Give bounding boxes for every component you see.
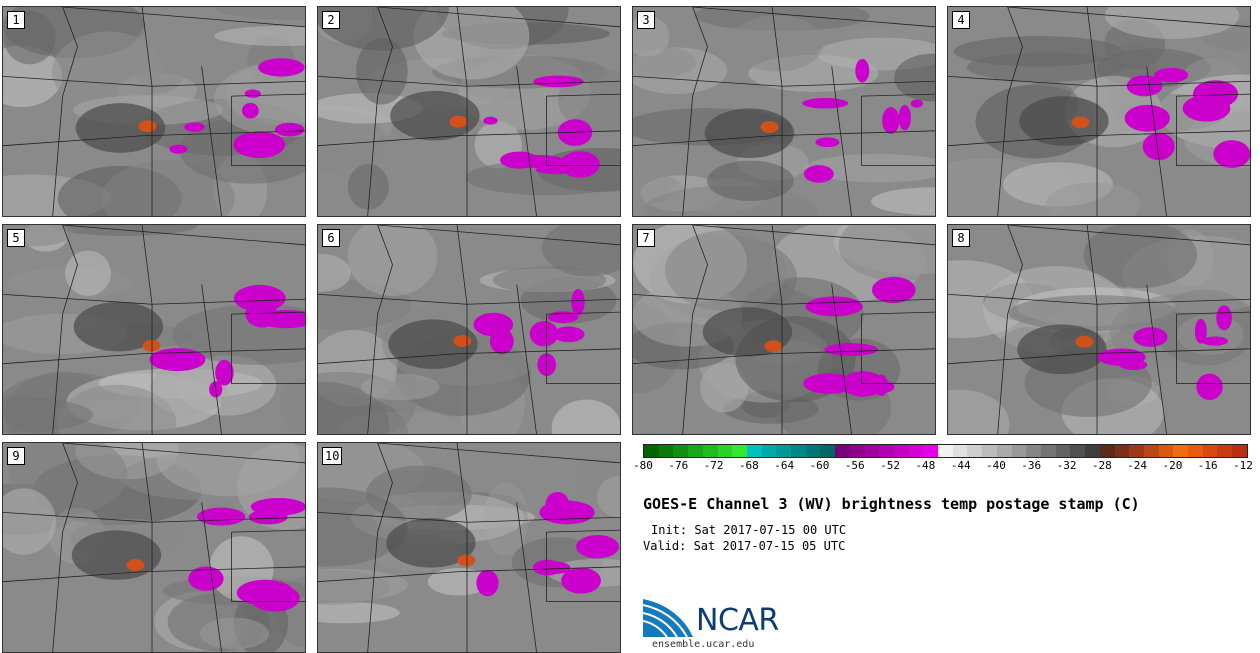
water-vapor-field <box>3 7 305 216</box>
colorbar-swatch <box>1188 445 1203 457</box>
colorbar-swatch <box>893 445 909 457</box>
water-vapor-field <box>318 443 620 652</box>
colorbar-swatch <box>1232 445 1247 457</box>
panel-number: 6 <box>322 229 340 247</box>
colorbar-swatch <box>982 445 997 457</box>
colorbar-tick-label: -72 <box>703 459 724 472</box>
colorbar-swatch <box>673 445 689 457</box>
colorbar-tick-label: -16 <box>1197 459 1218 472</box>
colorbar-swatch <box>791 445 806 457</box>
colorbar-swatch <box>1011 445 1027 457</box>
colorbar-tick-label: -28 <box>1091 459 1112 472</box>
colorbar-swatch <box>1217 445 1233 457</box>
colorbar-swatch <box>864 445 880 457</box>
panel-number: 8 <box>952 229 970 247</box>
colorbar-swatch <box>1026 445 1041 457</box>
panel-number: 10 <box>322 447 343 465</box>
colorbar-swatch <box>1143 445 1159 457</box>
figure-title: GOES-E Channel 3 (WV) brightness temp po… <box>643 495 1140 513</box>
water-vapor-field <box>3 443 305 652</box>
colorbar-tick-label: -52 <box>880 459 900 472</box>
colorbar-tick-label: -48 <box>915 459 936 472</box>
colorbar-swatch <box>996 445 1012 457</box>
colorbar-swatch <box>1158 445 1174 457</box>
map-panel-6: 6 <box>317 224 621 435</box>
colorbar-tick-label: -12 <box>1233 459 1253 472</box>
logo-url: ensemble.ucar.edu <box>652 639 755 650</box>
colorbar <box>643 444 1248 458</box>
colorbar-tick-label: -56 <box>844 459 865 472</box>
init-time: Init: Sat 2017-07-15 00 UTC <box>651 523 847 537</box>
map-panel-4: 4 <box>947 6 1251 217</box>
logo-text: NCAR <box>696 603 779 638</box>
colorbar-swatch <box>835 445 850 457</box>
colorbar-tick-labels: -80 -76 -72 -68 -64 -60 -56 -52 -48 -44 -40 -36 -32 -… <box>633 459 1253 475</box>
colorbar-swatch <box>967 445 983 457</box>
colorbar-tick-label: -40 <box>986 459 1006 472</box>
panel-number: 3 <box>637 11 655 29</box>
water-vapor-field <box>3 225 305 434</box>
panel-number: 4 <box>952 11 970 29</box>
colorbar-tick-label: -68 <box>738 459 759 472</box>
water-vapor-field <box>633 225 935 434</box>
colorbar-tick-label: -24 <box>1127 459 1148 472</box>
map-panel-3: 3 <box>632 6 936 217</box>
map-panel-9: 9 <box>2 442 306 653</box>
colorbar-swatch <box>1114 445 1130 457</box>
colorbar-tick-label: -64 <box>774 459 795 472</box>
colorbar-swatch <box>908 445 924 457</box>
colorbar-swatch <box>688 445 703 457</box>
water-vapor-field <box>633 7 935 216</box>
panel-number: 2 <box>322 11 340 29</box>
water-vapor-field <box>318 225 620 434</box>
map-panel-5: 5 <box>2 224 306 435</box>
colorbar-swatch <box>1055 445 1071 457</box>
map-panel-7: 7 <box>632 224 936 435</box>
colorbar-swatch <box>1085 445 1100 457</box>
colorbar-swatch <box>820 445 836 457</box>
colorbar-swatch <box>746 445 762 457</box>
map-panel-1: 1 <box>2 6 306 217</box>
colorbar-swatch <box>879 445 894 457</box>
colorbar-swatch <box>776 445 792 457</box>
colorbar-swatch <box>805 445 821 457</box>
colorbar-swatch <box>702 445 718 457</box>
colorbar-swatch <box>938 445 953 457</box>
colorbar-swatch <box>849 445 865 457</box>
colorbar-tick-label: -76 <box>668 459 689 472</box>
colorbar-swatch <box>1070 445 1086 457</box>
colorbar-tick-label: -44 <box>950 459 971 472</box>
panel-number: 1 <box>7 11 25 29</box>
colorbar-swatch <box>761 445 777 457</box>
water-vapor-field <box>948 225 1250 434</box>
colorbar-tick-label: -60 <box>809 459 830 472</box>
colorbar-swatch <box>923 445 939 457</box>
map-panel-10: 10 <box>317 442 621 653</box>
map-panel-8: 8 <box>947 224 1251 435</box>
colorbar-tick-label: -20 <box>1162 459 1183 472</box>
colorbar-tick-label: -36 <box>1021 459 1042 472</box>
colorbar-swatch <box>952 445 968 457</box>
colorbar-tick-label: -80 <box>633 459 653 472</box>
panel-number: 7 <box>637 229 655 247</box>
colorbar-swatch <box>717 445 733 457</box>
colorbar-swatch <box>1099 445 1115 457</box>
colorbar-swatch <box>644 445 659 457</box>
colorbar-swatch <box>658 445 674 457</box>
panel-number: 5 <box>7 229 25 247</box>
ncar-logo-icon <box>643 599 693 638</box>
colorbar-swatch <box>1040 445 1056 457</box>
valid-time: Valid: Sat 2017-07-15 05 UTC <box>643 539 846 553</box>
colorbar-tick-label: -32 <box>1056 459 1077 472</box>
panel-number: 9 <box>7 447 25 465</box>
water-vapor-field <box>318 7 620 216</box>
colorbar-swatch <box>732 445 747 457</box>
colorbar-swatch <box>1173 445 1189 457</box>
colorbar-swatch <box>1202 445 1218 457</box>
map-panel-2: 2 <box>317 6 621 217</box>
colorbar-swatch <box>1129 445 1144 457</box>
water-vapor-field <box>948 7 1250 216</box>
